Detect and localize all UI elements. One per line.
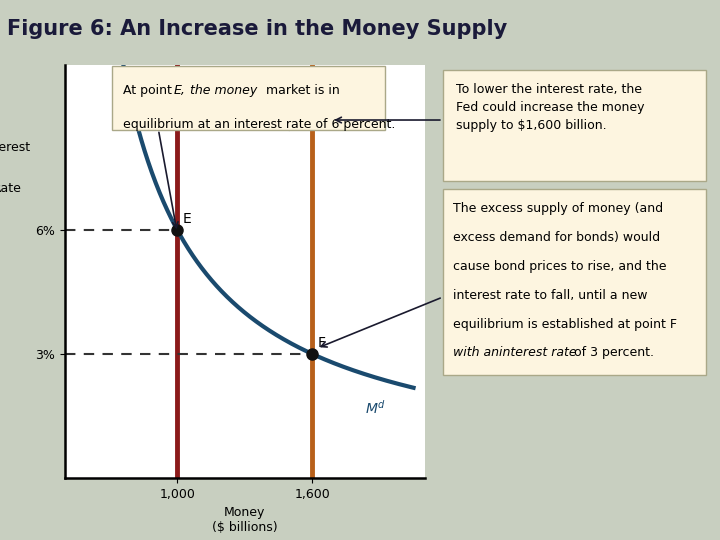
Text: The excess supply of money (and: The excess supply of money (and bbox=[454, 202, 663, 215]
Text: E,: E, bbox=[173, 84, 185, 97]
Text: market is in: market is in bbox=[262, 84, 340, 97]
FancyBboxPatch shape bbox=[443, 70, 706, 181]
Text: equilibrium at an interest rate of 6 percent.: equilibrium at an interest rate of 6 per… bbox=[122, 118, 395, 131]
Text: equilibrium is established at point F: equilibrium is established at point F bbox=[454, 318, 678, 330]
Text: Rate: Rate bbox=[0, 182, 22, 195]
Text: $M_2^S$: $M_2^S$ bbox=[300, 66, 320, 89]
Text: F: F bbox=[318, 335, 326, 349]
FancyBboxPatch shape bbox=[443, 189, 706, 375]
Text: with an: with an bbox=[454, 347, 503, 360]
Text: E: E bbox=[183, 212, 192, 226]
Text: To lower the interest rate, the
Fed could increase the money
supply to $1,600 bi: To lower the interest rate, the Fed coul… bbox=[456, 84, 644, 132]
Text: interest rate: interest rate bbox=[499, 347, 577, 360]
Text: cause bond prices to rise, and the: cause bond prices to rise, and the bbox=[454, 260, 667, 273]
Text: $M_1^S$: $M_1^S$ bbox=[165, 66, 186, 89]
Text: $M^d$: $M^d$ bbox=[365, 399, 386, 417]
Text: excess demand for bonds) would: excess demand for bonds) would bbox=[454, 231, 660, 244]
FancyBboxPatch shape bbox=[112, 66, 385, 130]
Text: Interest: Interest bbox=[0, 141, 31, 154]
Text: Figure 6: An Increase in the Money Supply: Figure 6: An Increase in the Money Suppl… bbox=[7, 19, 508, 39]
Text: of 3 percent.: of 3 percent. bbox=[570, 347, 654, 360]
Text: interest rate to fall, until a new: interest rate to fall, until a new bbox=[454, 289, 648, 302]
Text: the money: the money bbox=[189, 84, 257, 97]
Text: At point: At point bbox=[122, 84, 176, 97]
X-axis label: Money
($ billions): Money ($ billions) bbox=[212, 506, 278, 534]
